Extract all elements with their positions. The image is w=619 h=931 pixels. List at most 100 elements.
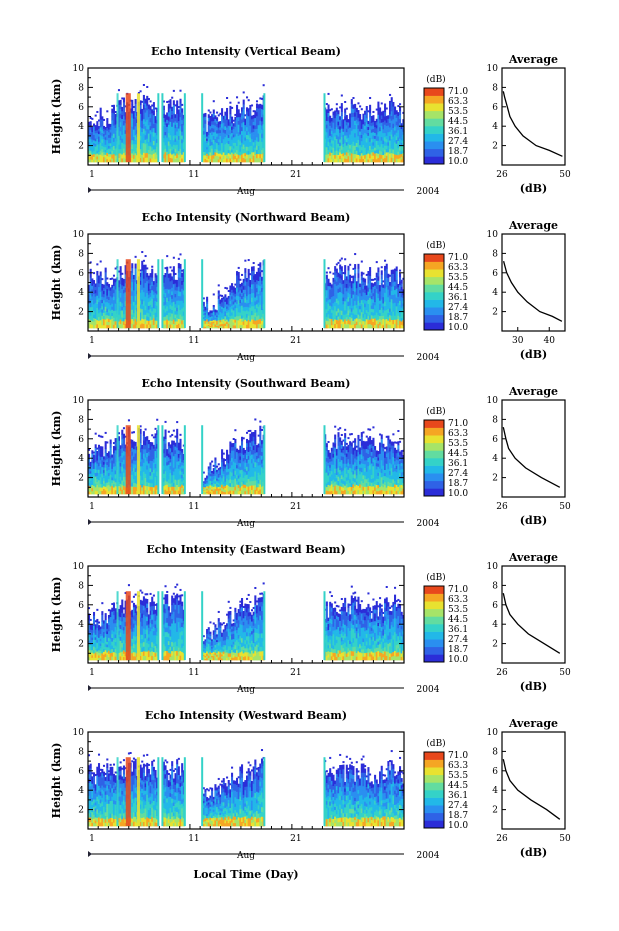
heatmap-cell [360, 320, 363, 325]
heatmap-cell [132, 475, 135, 480]
heatmap-speckle [252, 262, 255, 265]
heatmap-cell [260, 317, 264, 322]
heatmap-cell [237, 275, 240, 281]
heatmap-cell [102, 284, 106, 288]
heatmap-cell [360, 307, 363, 313]
heatmap-cell [249, 307, 252, 312]
heatmap-cell [147, 116, 150, 122]
heatmap-cell [239, 116, 242, 121]
heatmap-cell [242, 135, 245, 141]
heatmap-cell [171, 294, 174, 299]
heatmap-cell [111, 284, 114, 289]
heatmap-cell [119, 279, 122, 285]
heatmap-cell [236, 307, 239, 313]
heatmap-cell [92, 471, 96, 475]
heatmap-speckle [139, 269, 142, 272]
heatmap-cell [94, 454, 97, 459]
heatmap-cell [232, 153, 235, 157]
heatmap-cell [104, 323, 107, 329]
heatmap-cell [107, 481, 111, 486]
heatmap-cell [229, 113, 232, 119]
heatmap-cell [171, 486, 174, 491]
heatmap-cell [221, 325, 224, 329]
heatmap-cell [144, 436, 147, 442]
heatmap-cell [379, 158, 382, 163]
heatmap-cell [121, 114, 124, 120]
heatmap-cell [166, 319, 169, 324]
heatmap-speckle [146, 85, 149, 88]
heatmap-cell [330, 133, 333, 138]
heatmap-cell [327, 104, 330, 109]
heatmap-cell [216, 123, 219, 128]
heatmap-cell [249, 290, 252, 295]
heatmap-cell [379, 115, 382, 120]
heatmap-cell [382, 132, 385, 137]
heatmap-cell [231, 305, 234, 310]
heatmap-cell [104, 306, 107, 312]
heatmap-cell [88, 453, 91, 458]
heatmap-cell [222, 314, 225, 318]
heatmap-cell [364, 289, 367, 294]
heatmap-cell [162, 309, 165, 314]
heatmap-cell [355, 138, 358, 144]
heatmap-cell [392, 119, 395, 124]
heatmap-cell [94, 133, 97, 136]
heatmap-speckle [101, 278, 104, 281]
heatmap-cell [339, 145, 342, 150]
heatmap-cell [179, 107, 182, 113]
heatmap-cell [389, 308, 392, 312]
heatmap-cell [354, 124, 357, 130]
heatmap-cell [131, 447, 134, 452]
heatmap-cell [217, 317, 220, 321]
heatmap-cell [172, 140, 175, 145]
heatmap-cell [242, 126, 245, 132]
heatmap-cell [202, 322, 205, 325]
heatmap-cell [385, 318, 388, 324]
heatmap-cell [257, 267, 260, 273]
heatmap-cell [182, 128, 185, 133]
heatmap-cell [357, 132, 360, 137]
heatmap-cell [181, 300, 184, 305]
heatmap-cell [124, 278, 127, 284]
heatmap-cell [372, 138, 375, 143]
heatmap-cell [204, 321, 207, 324]
heatmap-cell [357, 323, 360, 329]
heatmap-speckle [340, 94, 343, 97]
heatmap-cell [372, 315, 375, 319]
heatmap-cell [142, 467, 145, 472]
heatmap-cell [109, 313, 112, 317]
heatmap-cell [117, 135, 120, 141]
heatmap-cell [89, 285, 92, 291]
heatmap-cell [212, 158, 215, 163]
heatmap-cell [222, 132, 225, 136]
heatmap-cell [257, 124, 260, 130]
heatmap-cell [156, 484, 159, 490]
heatmap-cell [106, 482, 109, 486]
heatmap-cell [206, 301, 209, 304]
heatmap-cell [239, 312, 242, 316]
heatmap-cell [392, 282, 395, 287]
heatmap-cell [117, 113, 120, 119]
heatmap-cell [169, 469, 172, 474]
heatmap-cell [370, 302, 373, 306]
heatmap-cell [124, 472, 127, 477]
heatmap-cell [402, 128, 405, 132]
heatmap-cell [349, 120, 352, 125]
heatmap-cell [377, 284, 380, 290]
gap-edge [263, 93, 266, 163]
heatmap-cell [399, 114, 402, 119]
heatmap-speckle [124, 435, 127, 438]
heatmap-cell [359, 286, 362, 291]
heatmap-cell [330, 124, 333, 128]
heatmap-cell [402, 159, 405, 163]
heatmap-cell [102, 303, 106, 307]
heatmap-cell [131, 291, 134, 296]
heatmap-cell [167, 479, 170, 484]
heatmap-cell [231, 145, 234, 150]
heatmap-cell [226, 321, 229, 325]
heatmap-cell [176, 317, 179, 322]
heatmap-cell [144, 98, 147, 104]
heatmap-cell [237, 135, 240, 140]
heatmap-cell [144, 465, 147, 470]
heatmap-cell [342, 293, 345, 298]
